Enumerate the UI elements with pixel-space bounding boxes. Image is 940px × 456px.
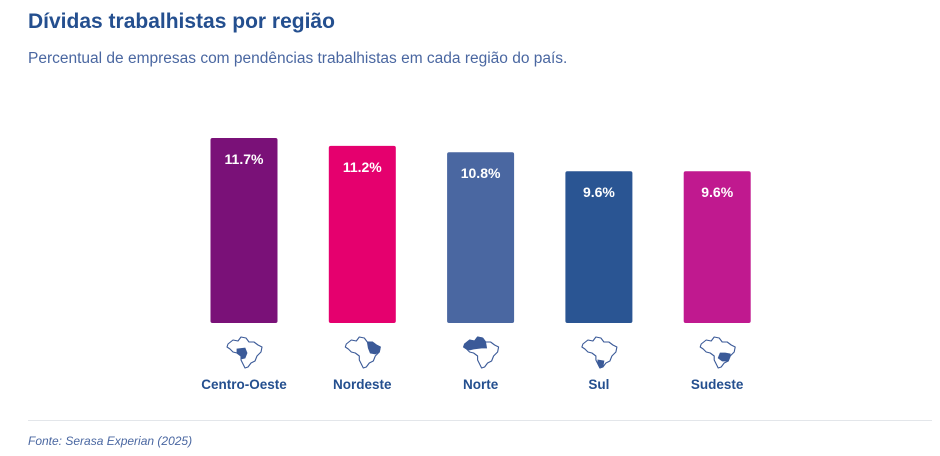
category-label: Sul [588, 377, 609, 392]
divider [28, 420, 932, 421]
brazil-map-centro-oeste-icon [226, 336, 263, 369]
bar-chart: 11.7% Centro-Oeste 11.2% Nordeste 10.8% Norte… [201, 138, 751, 392]
chart-title: Dívidas trabalhistas por região [28, 10, 335, 33]
brazil-map-nordeste-icon [344, 336, 381, 369]
data-label: 11.2% [343, 159, 382, 175]
category-label: Nordeste [333, 377, 392, 392]
category-label: Norte [463, 377, 499, 392]
category-label: Centro-Oeste [201, 377, 287, 392]
bar-sudeste [683, 171, 751, 323]
source-note: Fonte: Serasa Experian (2025) [28, 434, 193, 448]
brazil-map-norte-icon [463, 336, 500, 369]
data-label: 11.7% [225, 151, 264, 167]
bar-centro-oeste [210, 138, 278, 323]
bar-nordeste [328, 145, 396, 323]
bar-norte [447, 152, 515, 323]
brazil-map-sudeste-icon [699, 336, 736, 369]
data-label: 9.6% [583, 184, 615, 200]
brazil-map-sul-icon [581, 336, 618, 369]
data-label: 9.6% [701, 184, 733, 200]
data-label: 10.8% [461, 165, 501, 181]
chart-subtitle: Percentual de empresas com pendências tr… [28, 50, 568, 67]
bar-sul [565, 171, 633, 323]
category-label: Sudeste [691, 377, 744, 392]
